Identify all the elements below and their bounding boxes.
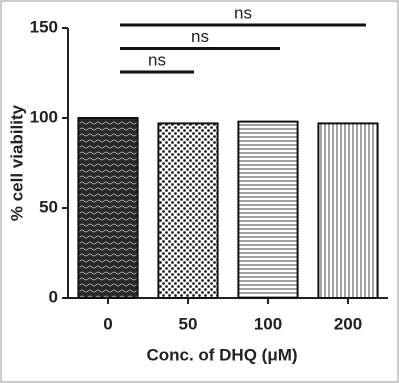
- y-tick-label: 50: [39, 197, 58, 216]
- y-tick-label: 150: [30, 17, 58, 36]
- significance-label: ns: [148, 50, 166, 69]
- significance-label: ns: [191, 27, 209, 46]
- x-tick-label: 50: [179, 314, 198, 333]
- x-tick-label: 0: [103, 314, 112, 333]
- bar: [317, 122, 379, 300]
- bar: [77, 117, 139, 299]
- significance-label: ns: [234, 3, 252, 22]
- bar: [157, 122, 219, 300]
- y-tick-label: 0: [49, 287, 58, 306]
- bar: [237, 120, 299, 299]
- x-axis-label: Conc. of DHQ (μM): [146, 345, 297, 364]
- x-tick-label: 100: [254, 314, 282, 333]
- x-tick-label: 200: [334, 314, 362, 333]
- y-axis-label: % cell viability: [7, 104, 26, 221]
- y-tick-label: 100: [30, 107, 58, 126]
